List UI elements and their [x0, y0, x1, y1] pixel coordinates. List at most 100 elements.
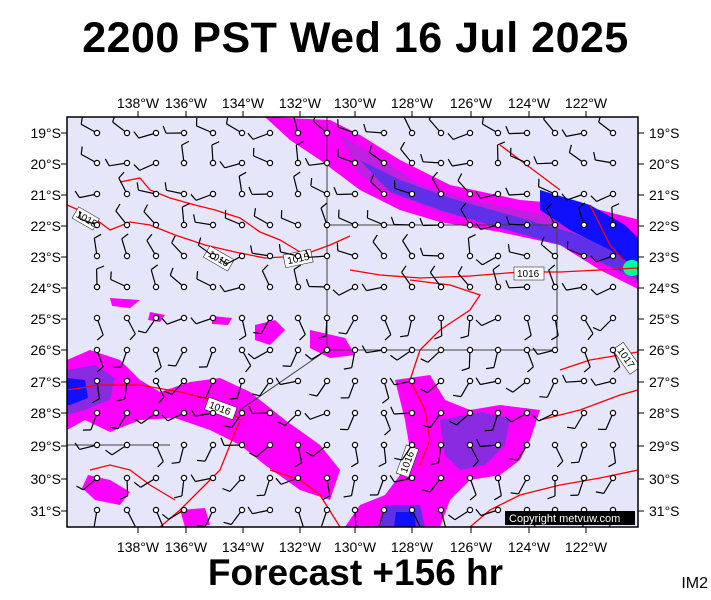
wind-barb-station [266, 409, 274, 417]
lon-label: 128°W [391, 95, 434, 111]
wind-barb-feather [133, 164, 141, 171]
wind-barb-station [494, 190, 502, 198]
wind-barb-station [294, 346, 302, 354]
wind-barb-feather [368, 144, 373, 153]
lat-labels-right: 19°S 20°S 21°S 22°S 23°S 24°S 25°S 26°S … [649, 125, 680, 519]
lon-label: 136°W [165, 95, 208, 111]
wind-barb-station [551, 221, 559, 229]
wind-barb-feather [164, 182, 167, 191]
wind-barb-feather [611, 203, 620, 208]
wind-barb-feather [590, 288, 598, 296]
lat-label: 26°S [30, 342, 61, 358]
wind-barb-station [294, 377, 302, 385]
lon-label: 136°W [165, 539, 208, 555]
wind-barb-station [609, 346, 617, 354]
wind-barb-feather [509, 458, 518, 461]
wind-barb-feather [384, 429, 391, 436]
wind-barb-feather [533, 156, 538, 164]
wind-barb-feather [197, 525, 206, 527]
wind-barb-feather [361, 345, 367, 353]
wind-barb-feather [248, 186, 253, 195]
wind-barb-feather [590, 255, 597, 263]
wind-barb-feather [510, 492, 519, 495]
wind-barb-station [551, 474, 559, 482]
wind-barb-station [466, 159, 474, 167]
wind-barb-station [408, 129, 416, 137]
wind-barb-station [123, 252, 131, 260]
wind-barb-feather [181, 140, 190, 146]
wind-barb-station [609, 159, 617, 167]
wind-barb-feather [422, 489, 431, 493]
rain-band-west [67, 298, 355, 527]
wind-barb-station [123, 506, 131, 514]
wind-barb-station [209, 506, 217, 514]
wind-barb-feather [219, 161, 226, 169]
wind-barb-station [238, 129, 246, 137]
wind-barb-feather [561, 129, 567, 137]
wind-barb-station [523, 159, 531, 167]
wind-barb-station [351, 190, 359, 198]
wind-barb-station [93, 377, 101, 385]
wind-barb-station [294, 129, 302, 137]
isobar-label: 1015 [286, 252, 310, 267]
wind-barb-feather [238, 171, 247, 177]
wind-barb-feather [74, 190, 80, 198]
map-frame [66, 116, 639, 528]
wind-barb-station [238, 221, 246, 229]
wind-barb-feather [193, 214, 196, 223]
wind-barb-feather [332, 289, 340, 296]
wind-barb-station [238, 252, 246, 260]
wind-barb-station [551, 252, 559, 260]
wind-barb-feather [336, 242, 339, 251]
wind-barb-station [238, 441, 246, 449]
lon-label: 122°W [565, 95, 608, 111]
wind-barb-station [93, 474, 101, 482]
lat-label: 28°S [649, 405, 680, 421]
wind-barb-station [93, 190, 101, 198]
wind-barb-feather [578, 202, 586, 209]
wind-barb-feather [133, 131, 140, 139]
wind-barb-feather [505, 387, 514, 393]
wind-barb-station [466, 252, 474, 260]
wind-barb-station [408, 283, 416, 291]
wind-barb-feather [296, 141, 304, 146]
lon-label: 128°W [391, 539, 434, 555]
wind-barb-station [380, 377, 388, 385]
wind-barb-station [580, 129, 588, 137]
wind-barb-feather [532, 347, 539, 355]
wind-barb-station [408, 190, 416, 198]
wind-barb-station [494, 441, 502, 449]
wind-barb-feather [469, 494, 477, 501]
isobar-label: 1016 [517, 269, 540, 280]
wind-barb-feather [304, 353, 312, 360]
wind-barb-feather [282, 365, 291, 367]
wind-barb-feather [527, 366, 534, 373]
wind-barb-station [551, 190, 559, 198]
wind-barb-station [323, 346, 331, 354]
forecast-hour-label: Forecast +156 hr [207, 552, 504, 593]
wind-barb-station [580, 346, 588, 354]
lat-label: 19°S [30, 125, 61, 141]
lat-label: 27°S [30, 374, 61, 390]
wind-barb-station [123, 283, 131, 291]
lat-label: 31°S [649, 503, 680, 519]
wind-barb-station [323, 129, 331, 137]
wind-barb-station [466, 129, 474, 137]
wind-barb-feather [431, 171, 438, 179]
wind-barb-station [351, 129, 359, 137]
wind-barb-feather [253, 208, 257, 217]
wind-barb-feather [253, 331, 262, 335]
wind-barb-station [466, 283, 474, 291]
wind-barb-station [323, 474, 331, 482]
wind-barb-station [437, 129, 445, 137]
wind-barb-station [523, 129, 531, 137]
wind-barb-feather [402, 233, 408, 242]
wind-barb-station [380, 314, 388, 322]
lat-label: 22°S [649, 218, 680, 234]
wind-barb-feather [251, 393, 260, 397]
wind-barb-station [238, 159, 246, 167]
wind-barb-feather [448, 514, 456, 521]
wind-barb-feather [507, 243, 511, 252]
wind-barb-station [152, 314, 160, 322]
wind-barb-station [180, 190, 188, 198]
